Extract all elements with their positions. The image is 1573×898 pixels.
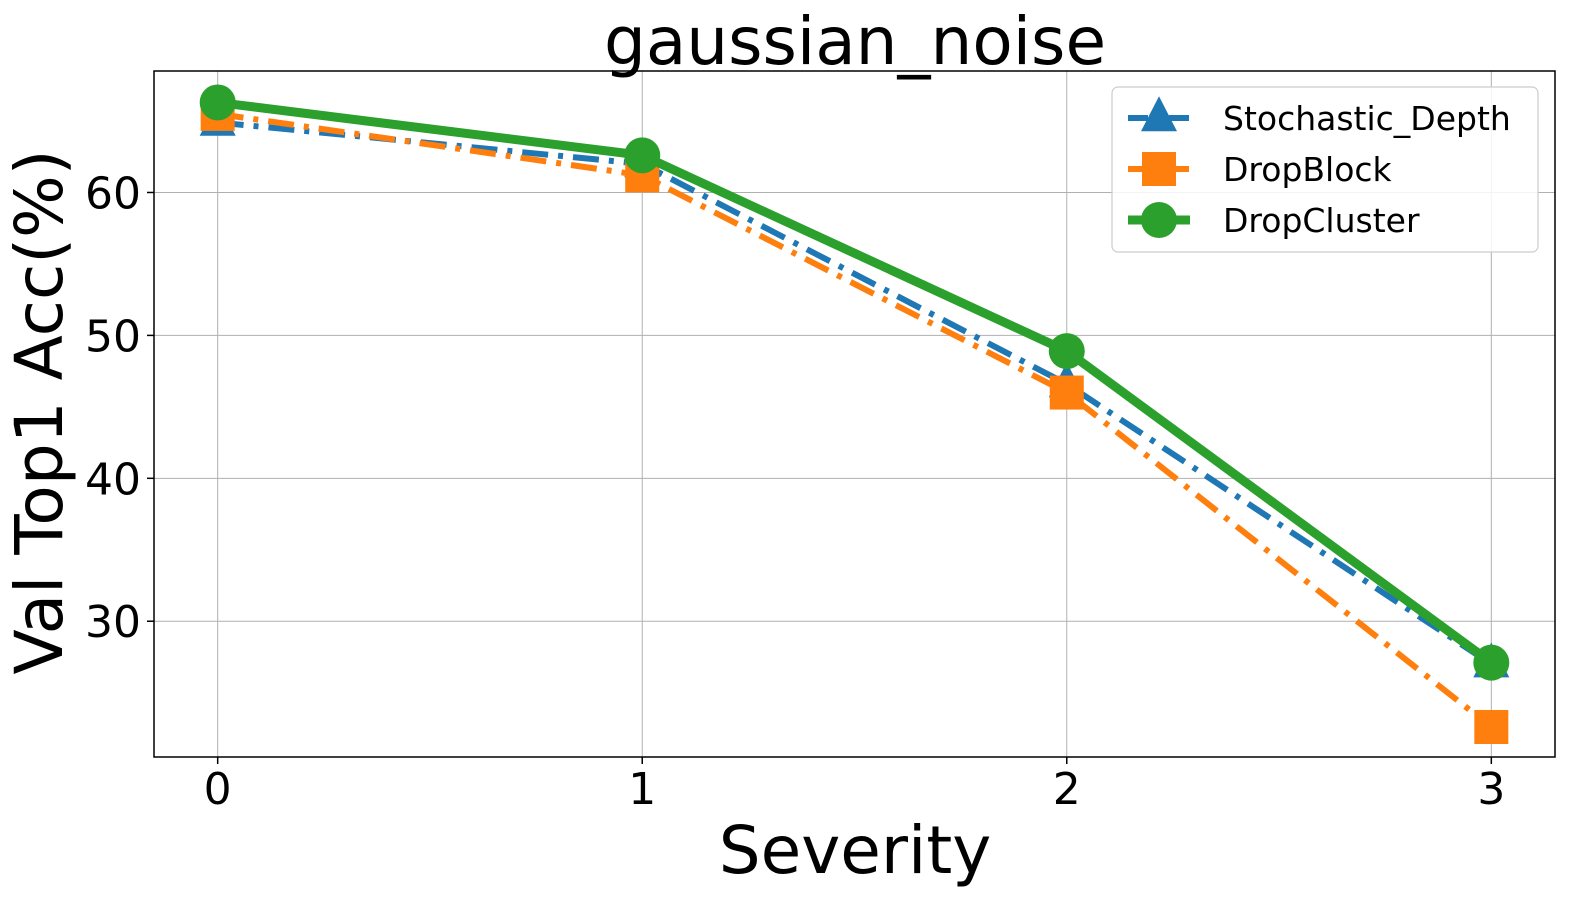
legend-item: Stochastic_Depth xyxy=(1128,96,1511,138)
y-tick-label: 60 xyxy=(85,168,141,219)
series-line xyxy=(217,110,1494,730)
legend-label: DropCluster xyxy=(1223,201,1420,240)
data-point xyxy=(624,137,661,174)
y-tick-label: 40 xyxy=(85,454,141,505)
x-tick-label: 1 xyxy=(628,764,656,815)
legend-box xyxy=(1111,86,1539,253)
x-tick-label: 3 xyxy=(1477,764,1505,815)
data-point xyxy=(1049,375,1084,410)
y-axis-ticks: 30 40 50 60 xyxy=(85,168,154,648)
plot-area xyxy=(153,70,1556,758)
data-point xyxy=(1473,644,1510,681)
series-dropcluster xyxy=(199,84,1510,681)
legend-marker xyxy=(1142,152,1176,186)
x-axis-ticks: 0 1 2 3 xyxy=(204,757,1505,815)
series-group xyxy=(199,84,1510,744)
series-line xyxy=(217,97,1494,667)
data-point xyxy=(199,84,236,121)
legend-marker xyxy=(1141,96,1177,132)
legend-item: DropBlock xyxy=(1128,150,1393,189)
legend: Stochastic_Depth DropBlock DropCluster xyxy=(1111,86,1539,253)
data-point xyxy=(1048,333,1085,370)
y-tick-label: 30 xyxy=(85,597,141,648)
chart-title: gaussian_noise xyxy=(604,3,1106,80)
legend-label: DropBlock xyxy=(1223,150,1393,189)
x-axis-label: Severity xyxy=(719,812,992,889)
x-tick-label: 0 xyxy=(204,764,232,815)
legend-label: Stochastic_Depth xyxy=(1223,99,1511,138)
x-tick-label: 2 xyxy=(1053,764,1081,815)
y-tick-label: 50 xyxy=(85,311,141,362)
y-axis-label: Val Top1 Acc(%) xyxy=(1,150,78,675)
legend-marker xyxy=(1141,202,1177,238)
data-point xyxy=(1474,709,1509,744)
legend-item: DropCluster xyxy=(1128,201,1420,240)
